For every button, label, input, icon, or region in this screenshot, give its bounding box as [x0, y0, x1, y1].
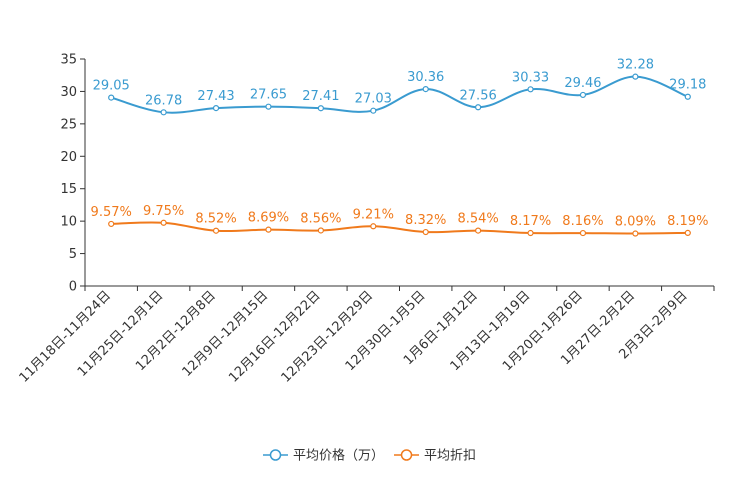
- data-point[interactable]: [212, 227, 220, 234]
- data-point[interactable]: [370, 223, 377, 230]
- x-tick-label: 12月23日-12月29日: [279, 288, 376, 385]
- y-tick-label: 15: [60, 182, 77, 197]
- data-label: 8.56%: [300, 211, 341, 226]
- data-label: 29.46: [564, 76, 601, 91]
- data-point[interactable]: [422, 85, 429, 93]
- y-tick-label: 0: [69, 280, 77, 295]
- data-point[interactable]: [684, 93, 691, 100]
- data-label: 8.17%: [510, 214, 551, 229]
- y-tick-label: 20: [60, 150, 77, 165]
- data-label: 29.18: [669, 78, 706, 93]
- data-point[interactable]: [265, 226, 272, 233]
- data-point[interactable]: [265, 103, 272, 110]
- data-point[interactable]: [212, 104, 220, 112]
- y-tick-label: 25: [60, 117, 77, 132]
- data-point[interactable]: [370, 107, 377, 114]
- data-label: 27.65: [250, 88, 287, 103]
- data-point[interactable]: [160, 219, 167, 226]
- data-point[interactable]: [317, 105, 324, 112]
- data-label: 8.16%: [562, 214, 603, 229]
- data-point[interactable]: [632, 230, 639, 237]
- series-2: 9.57% 9.75% 8.52% 8.69% 8.56% 9.21% 8.32% 8.54%…: [91, 204, 708, 237]
- data-label: 30.36: [407, 70, 444, 85]
- data-point[interactable]: [422, 228, 429, 236]
- legend-item-1[interactable]: 平均价格（万）: [263, 448, 384, 464]
- legend-label: 平均折扣: [424, 449, 476, 464]
- data-point[interactable]: [108, 94, 115, 101]
- data-label: 8.69%: [248, 211, 289, 226]
- legend-label: 平均价格（万）: [293, 448, 384, 464]
- data-point[interactable]: [475, 227, 482, 234]
- data-point[interactable]: [160, 109, 167, 116]
- data-label: 32.28: [617, 58, 654, 73]
- series-line: [111, 221, 688, 235]
- y-tick-label: 10: [60, 215, 77, 230]
- data-label: 27.41: [302, 89, 339, 104]
- y-tick-label: 30: [60, 85, 77, 100]
- y-tick-label: 5: [69, 247, 77, 262]
- legend[interactable]: 平均价格（万） 平均折扣: [263, 448, 476, 464]
- series-1: 29.05 26.78 27.43 27.65 27.41 27.03 30.36 27.56…: [93, 58, 706, 116]
- data-point[interactable]: [579, 229, 587, 237]
- data-point[interactable]: [527, 86, 534, 93]
- series-layer: 29.05 26.78 27.43 27.65 27.41 27.03 30.36 27.56…: [91, 58, 708, 237]
- data-point[interactable]: [317, 227, 324, 234]
- data-label: 8.19%: [667, 214, 708, 229]
- legend-marker: [269, 449, 282, 461]
- data-label: 9.57%: [91, 205, 132, 220]
- data-label: 8.54%: [457, 212, 498, 227]
- data-label: 29.05: [93, 79, 130, 94]
- data-point[interactable]: [632, 73, 639, 80]
- data-label: 8.32%: [405, 213, 446, 228]
- data-label: 30.33: [512, 70, 549, 85]
- data-label: 27.03: [355, 92, 392, 107]
- data-label: 8.09%: [615, 215, 656, 230]
- legend-item-2[interactable]: 平均折扣: [394, 449, 476, 464]
- data-point[interactable]: [108, 220, 115, 228]
- data-label: 26.78: [145, 93, 182, 108]
- y-tick-label: 35: [60, 53, 77, 68]
- data-point[interactable]: [475, 104, 482, 111]
- legend-marker: [400, 449, 413, 461]
- series-line: [110, 75, 689, 114]
- data-label: 8.52%: [195, 212, 236, 227]
- data-point[interactable]: [527, 229, 534, 237]
- data-label: 27.43: [197, 89, 234, 104]
- data-point[interactable]: [579, 91, 587, 99]
- data-point[interactable]: [684, 229, 691, 236]
- x-tick-label: 12月16日-12月22日: [226, 288, 323, 385]
- x-tick-label: 11月18日-11月24日: [17, 288, 114, 385]
- data-label: 27.56: [460, 88, 497, 103]
- data-label: 9.21%: [353, 207, 394, 222]
- data-label: 9.75%: [143, 204, 184, 219]
